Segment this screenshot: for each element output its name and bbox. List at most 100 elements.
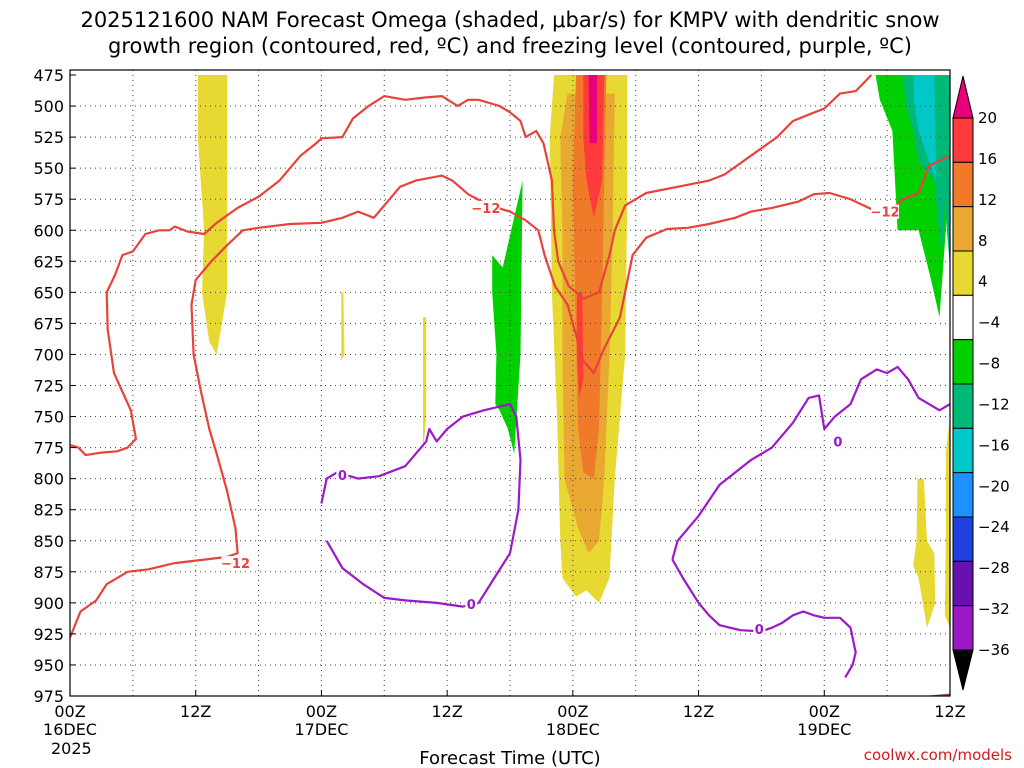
y-tick-label-850: 850: [33, 532, 64, 551]
dgz-contour-red-1: [70, 154, 950, 639]
colorbar-band-6: [952, 339, 974, 385]
contour-label-purple-5: 0: [755, 623, 764, 638]
x-tick-date-72: 19DEC: [797, 720, 851, 739]
colorbar-tick-4: 4: [978, 273, 988, 291]
colorbar-tick-1: 16: [978, 150, 997, 168]
colorbar-band-9: [952, 472, 974, 518]
colorbar-top-triangle: [952, 75, 974, 119]
colorbar-tick-7: −12: [978, 395, 1010, 413]
colorbar-tick-6: −8: [978, 355, 1000, 373]
y-tick-label-625: 625: [33, 252, 64, 271]
contour-label-bg-3: [336, 467, 349, 482]
omega-shade-4-5: [423, 317, 427, 454]
contour-label-purple-6: 0: [833, 435, 842, 450]
plot-frame: [69, 69, 951, 697]
omega-shade-16-1: [577, 292, 584, 398]
chart-title-line1: 2025121600 NAM Forecast Omega (shaded, μ…: [80, 8, 939, 32]
y-tick-label-875: 875: [33, 563, 64, 582]
y-tick-label-775: 775: [33, 439, 64, 458]
colorbar-band-7: [952, 383, 974, 429]
omega-shade-4-2: [913, 478, 936, 628]
omega-shade-4-4: [341, 292, 345, 361]
x-tick-label-48: 00Z: [557, 702, 588, 721]
x-tick-label-84: 12Z: [934, 702, 965, 721]
y-tick-label-900: 900: [33, 594, 64, 613]
x-tick-label-12: 12Z: [180, 702, 211, 721]
y-tick-label-550: 550: [33, 159, 64, 178]
chart-title-line2: growth region (contoured, red, ºC) and f…: [108, 34, 912, 58]
omega-shade-4-0: [197, 75, 228, 355]
colorbar-tick-9: −20: [978, 477, 1010, 495]
y-tick-label-475: 475: [33, 66, 64, 85]
omega-shade-4-3: [944, 416, 950, 628]
freezing-contour-purple-1: [671, 365, 950, 560]
x-tick-label-24: 00Z: [306, 702, 337, 721]
contour-label-bg-2: [871, 204, 900, 219]
omega-shade-neg12-0: [913, 75, 937, 181]
colorbar-band-8: [952, 427, 974, 474]
contour-label-bg-6: [831, 434, 844, 449]
grid-lines: [70, 70, 950, 696]
colorbar-band-10: [952, 516, 974, 562]
colorbar: 20 16 12 8 4 −4 −8 −12 −16 −20 −24 −28 −32 −36: [952, 75, 1010, 691]
y-tick-label-650: 650: [33, 283, 64, 302]
colorbar-tick-12: −32: [978, 600, 1010, 618]
contour-label-bg-4: [465, 597, 478, 612]
omega-shade-20-0: [588, 75, 597, 144]
contour-label-bg-5: [753, 621, 766, 636]
x-tick-date-0: 16DEC: [43, 720, 97, 739]
contour-label-red-0: −12: [221, 557, 250, 572]
y-tick-label-575: 575: [33, 190, 64, 209]
y-tick-label-525: 525: [33, 128, 64, 147]
y-tick-label-925: 925: [33, 625, 64, 644]
colorbar-tick-13: −36: [978, 641, 1010, 659]
contour-label-bg-1: [471, 200, 500, 215]
x-tick-label-36: 12Z: [431, 702, 462, 721]
y-tick-label-950: 950: [33, 656, 64, 675]
y-tick-label-800: 800: [33, 470, 64, 489]
credit-text: coolwx.com/models: [864, 746, 1012, 764]
y-tick-label-725: 725: [33, 377, 64, 396]
colorbar-band-4: [952, 250, 974, 296]
y-tick-label-825: 825: [33, 501, 64, 520]
plot-area: −12 −12 −12 0 0 0 0: [69, 69, 951, 697]
contour-labels: −12 −12 −12 0 0 0 0: [221, 200, 900, 638]
contours: [70, 74, 950, 678]
colorbar-band-1: [952, 117, 974, 163]
y-tick-label-600: 600: [33, 221, 64, 240]
dgz-contour-red-0: [70, 74, 873, 457]
colorbar-band-2: [952, 161, 974, 208]
contour-label-red-1: −12: [471, 202, 500, 217]
freezing-contour-purple-0: [320, 403, 522, 608]
colorbar-tick-8: −16: [978, 436, 1010, 454]
x-tick-date-48: 18DEC: [546, 720, 600, 739]
contour-label-purple-3: 0: [338, 469, 347, 484]
x-axis-title: Forecast Time (UTC): [419, 748, 600, 768]
contour-label-bg-0: [221, 556, 250, 571]
colorbar-band-3: [952, 206, 974, 252]
x-tick-date-24: 17DEC: [294, 720, 348, 739]
colorbar-band-12: [952, 605, 974, 651]
y-axis-pressure: 475 500 525 550 575 600 625 650 675 700 725 750 775 8…: [33, 66, 76, 706]
colorbar-tick-11: −28: [978, 559, 1010, 577]
x-tick-year-0: 2025: [51, 739, 92, 758]
x-tick-label-60: 12Z: [683, 702, 714, 721]
y-tick-label-675: 675: [33, 314, 64, 333]
y-tick-label-500: 500: [33, 97, 64, 116]
colorbar-band-11: [952, 560, 974, 607]
colorbar-tick-2: 12: [978, 191, 997, 209]
freezing-contour-purple-2: [671, 558, 857, 678]
contour-label-purple-4: 0: [467, 598, 476, 613]
colorbar-tick-10: −24: [978, 518, 1010, 536]
x-tick-label-0: 00Z: [54, 702, 85, 721]
omega-shade-16-0: [583, 75, 605, 218]
colorbar-tick-5: −4: [978, 314, 1000, 332]
y-tick-label-700: 700: [33, 345, 64, 364]
colorbar-tick-3: 8: [978, 232, 988, 250]
colorbar-band-5: [952, 294, 974, 341]
colorbar-bottom-triangle: [952, 649, 974, 691]
contour-label-red-2: −12: [871, 206, 900, 221]
x-tick-label-72: 00Z: [809, 702, 840, 721]
